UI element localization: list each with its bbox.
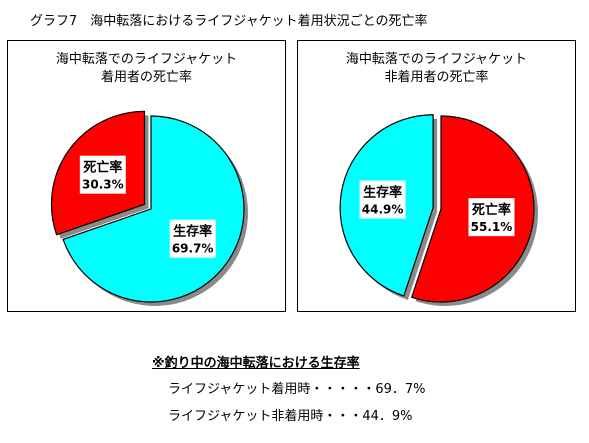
chart-title-not-wearing: 海中転落でのライフジャケット 非着用者の死亡率 (298, 51, 575, 87)
data-label-box (359, 180, 406, 219)
slice-name-label: 生存率 (173, 224, 212, 240)
chart-panel-not-wearing: 海中転落でのライフジャケット 非着用者の死亡率 生存率 44.9% 死亡率 55.1% (297, 40, 576, 312)
slice-value-label: 44.9% (362, 203, 404, 217)
slice-name-label: 死亡率 (472, 202, 511, 218)
slice-name-label: 死亡率 (83, 160, 122, 176)
note-line-not-wearing: ライフジャケット非着用時・・・44．9% (168, 409, 413, 424)
chart-title-wearing: 海中転落でのライフジャケット 着用者の死亡率 (8, 51, 285, 87)
chart-title-line1: 海中転落でのライフジャケット (345, 52, 528, 67)
graph-title: グラフ7 海中転落におけるライフジャケット着用状況ごとの死亡率 (30, 14, 428, 29)
data-label-box (468, 198, 515, 237)
data-label-box (169, 219, 216, 258)
chart-title-line2: 非着用者の死亡率 (384, 70, 489, 85)
chart-panel-wearing: 海中転落でのライフジャケット 着用者の死亡率 死亡率 30.3% 生存率 69.7% (7, 40, 286, 312)
slice-value-label: 30.3% (82, 178, 124, 192)
slice-name-label: 生存率 (363, 185, 402, 201)
slice-value-label: 55.1% (471, 220, 513, 234)
pie-chart-wearing: 死亡率 30.3% 生存率 69.7% (50, 110, 248, 306)
note-heading: ※釣り中の海中転落における生存率 (152, 356, 360, 371)
chart-title-line2: 着用者の死亡率 (100, 70, 192, 85)
note-line-wearing: ライフジャケット着用時・・・・・69．7% (168, 382, 426, 397)
slice-value-label: 69.7% (172, 242, 214, 256)
chart-title-line1: 海中転落でのライフジャケット (55, 52, 238, 67)
data-label-box (79, 155, 126, 194)
pie-chart-not-wearing: 生存率 44.9% 死亡率 55.1% (339, 114, 539, 307)
